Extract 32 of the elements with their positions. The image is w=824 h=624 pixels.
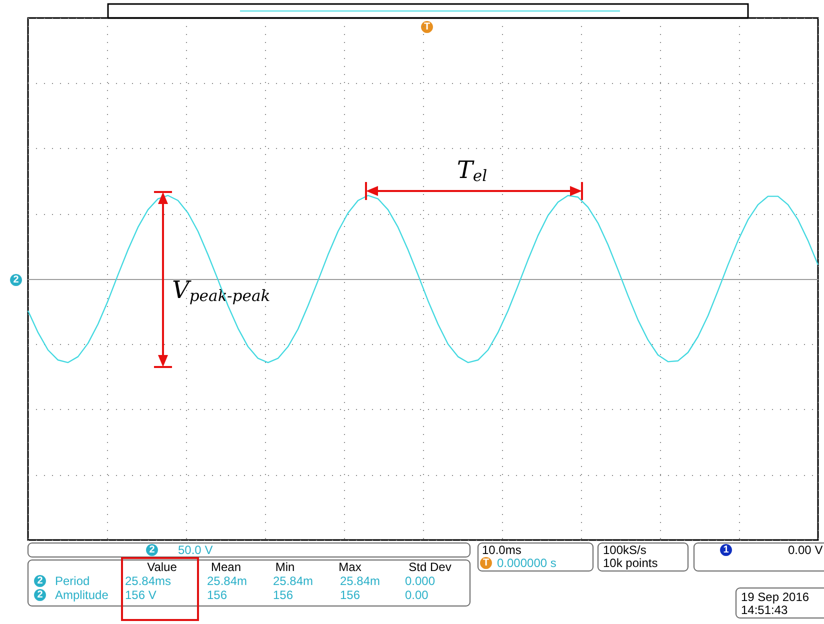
text: 0.00 V	[788, 543, 823, 557]
text: Std Dev	[408, 560, 452, 574]
text: T	[424, 22, 430, 32]
text: 25.84m	[207, 574, 248, 588]
text: Mean	[210, 560, 242, 574]
text: 25.84m	[340, 574, 380, 588]
text: Amplitude	[55, 588, 109, 602]
text: Min	[275, 560, 295, 574]
text: 2	[37, 590, 43, 600]
text: 2	[13, 274, 20, 286]
text: 156 V	[125, 588, 156, 602]
text: 50.0 V	[178, 543, 213, 557]
text: 0.00	[405, 588, 429, 602]
text: 1	[723, 544, 730, 556]
text: 14:51:43	[741, 603, 788, 617]
text: Period	[55, 574, 90, 588]
text: 2	[37, 576, 43, 586]
text: 100kS/s	[603, 543, 646, 557]
text: 156	[207, 588, 228, 602]
text: 0.000	[405, 574, 436, 588]
text: 10k points	[603, 556, 658, 570]
text: T	[482, 558, 490, 568]
text: Max	[338, 560, 362, 574]
text: 10.0ms	[482, 543, 522, 557]
text: 25.84m	[273, 574, 314, 588]
text: Value	[147, 560, 178, 574]
text: 156	[340, 588, 360, 602]
text: 19 Sep 2016	[741, 590, 810, 604]
text: 2	[149, 544, 155, 556]
text: 0.000000 s	[497, 556, 556, 570]
text: 25.84ms	[125, 574, 172, 588]
text: 156	[273, 588, 294, 602]
